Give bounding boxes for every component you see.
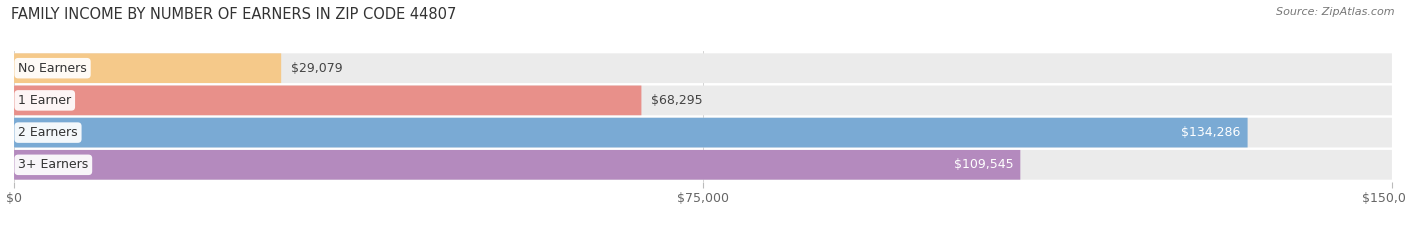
Text: $68,295: $68,295: [651, 94, 703, 107]
Text: $134,286: $134,286: [1181, 126, 1240, 139]
Text: 1 Earner: 1 Earner: [18, 94, 72, 107]
FancyBboxPatch shape: [14, 118, 1392, 147]
FancyBboxPatch shape: [14, 150, 1021, 180]
Text: $29,079: $29,079: [291, 62, 343, 75]
FancyBboxPatch shape: [14, 53, 1392, 83]
FancyBboxPatch shape: [14, 150, 1392, 180]
Text: Source: ZipAtlas.com: Source: ZipAtlas.com: [1277, 7, 1395, 17]
Text: $109,545: $109,545: [953, 158, 1014, 171]
Text: No Earners: No Earners: [18, 62, 87, 75]
FancyBboxPatch shape: [14, 118, 1247, 147]
Text: FAMILY INCOME BY NUMBER OF EARNERS IN ZIP CODE 44807: FAMILY INCOME BY NUMBER OF EARNERS IN ZI…: [11, 7, 457, 22]
Text: 2 Earners: 2 Earners: [18, 126, 77, 139]
FancyBboxPatch shape: [14, 86, 1392, 115]
FancyBboxPatch shape: [14, 86, 641, 115]
Text: 3+ Earners: 3+ Earners: [18, 158, 89, 171]
FancyBboxPatch shape: [14, 53, 281, 83]
